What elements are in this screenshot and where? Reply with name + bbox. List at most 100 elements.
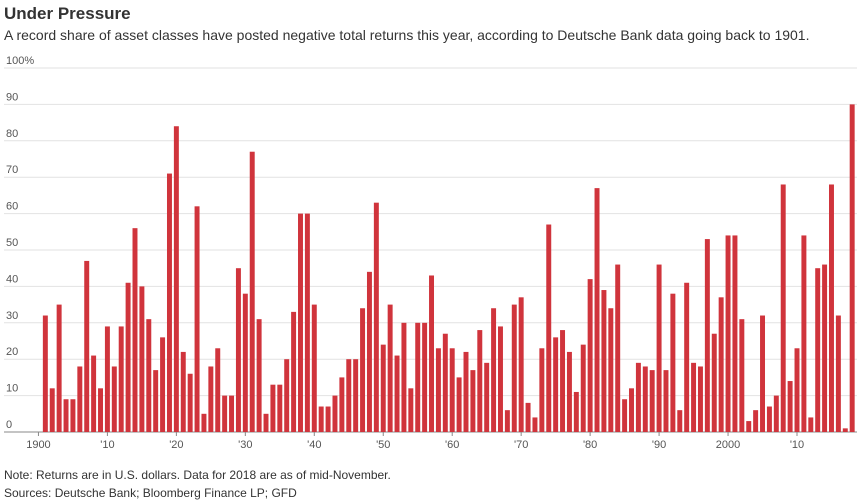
bar <box>111 366 117 432</box>
bar <box>442 333 448 432</box>
bar <box>463 351 469 432</box>
bar <box>511 304 517 432</box>
bar <box>160 337 166 432</box>
bar <box>794 348 800 432</box>
bar <box>573 391 579 432</box>
bar <box>484 362 490 432</box>
bar <box>249 151 255 432</box>
x-tick-label: '20 <box>169 439 183 451</box>
bar <box>318 406 324 432</box>
bar <box>291 311 297 432</box>
bar <box>580 344 586 432</box>
bar <box>849 104 855 433</box>
bar <box>553 337 559 432</box>
bar <box>270 384 276 432</box>
bar <box>91 355 97 432</box>
bar <box>766 406 772 432</box>
bar <box>539 348 545 432</box>
bar <box>422 322 428 432</box>
bar <box>429 275 435 432</box>
bar <box>201 413 207 432</box>
bar <box>325 406 331 432</box>
bar <box>601 290 607 432</box>
bar <box>173 126 179 433</box>
bar <box>746 421 752 432</box>
bar <box>146 319 152 432</box>
bar <box>339 377 345 432</box>
bar <box>166 173 172 432</box>
bar <box>187 373 193 432</box>
bar <box>125 282 131 432</box>
bar <box>180 351 186 432</box>
bar <box>470 370 476 432</box>
x-tick-label: '30 <box>238 439 252 451</box>
bar <box>815 268 821 432</box>
bar <box>353 359 359 432</box>
bar <box>215 348 221 432</box>
bar <box>435 348 441 432</box>
bar <box>208 366 214 432</box>
source: Sources: Deutsche Bank; Bloomberg Financ… <box>4 486 297 500</box>
bar <box>298 213 303 432</box>
y-tick-label: 40 <box>6 273 18 285</box>
bar <box>153 370 159 432</box>
bar <box>449 348 455 432</box>
bar <box>332 395 338 432</box>
bar <box>360 308 366 432</box>
bar <box>656 264 662 432</box>
bar <box>77 366 83 432</box>
note: Note: Returns are in U.S. dollars. Data … <box>4 468 391 482</box>
bar <box>635 362 641 432</box>
y-tick-label: 80 <box>6 128 18 140</box>
bar <box>739 319 745 432</box>
bar <box>808 417 814 432</box>
bar <box>829 184 834 432</box>
bar <box>649 370 655 432</box>
bar <box>222 395 228 432</box>
y-tick-label: 70 <box>6 164 18 176</box>
y-tick-label: 50 <box>6 237 18 249</box>
bar <box>229 395 235 432</box>
bar <box>491 308 497 432</box>
bar <box>787 381 793 432</box>
bar <box>394 355 400 432</box>
x-tick-label: '70 <box>514 439 528 451</box>
bar <box>566 351 572 432</box>
bar <box>642 366 648 432</box>
bar <box>622 399 628 432</box>
y-tick-label: 30 <box>6 310 18 322</box>
bar <box>98 388 103 432</box>
chart-subtitle: A record share of asset classes have pos… <box>4 27 810 43</box>
bar <box>780 184 786 432</box>
bar <box>373 202 379 432</box>
bar <box>104 326 110 432</box>
bar <box>753 410 759 432</box>
bar <box>615 264 621 432</box>
bar <box>70 399 76 432</box>
bar <box>732 235 738 432</box>
bar <box>822 264 828 432</box>
x-tick-label: '80 <box>583 439 597 451</box>
bar <box>263 413 269 432</box>
bar <box>704 239 710 432</box>
bar <box>608 308 614 432</box>
bar <box>504 410 510 432</box>
x-tick-label: '10 <box>100 439 114 451</box>
bar <box>242 293 248 432</box>
bar <box>118 326 124 432</box>
bar <box>711 333 717 432</box>
bar <box>49 388 55 432</box>
y-tick-label: 100% <box>6 55 34 67</box>
bar <box>408 388 414 432</box>
x-tick-label: '10 <box>790 439 804 451</box>
bar <box>677 410 683 432</box>
bar <box>477 330 483 432</box>
y-tick-label: 90 <box>6 91 18 103</box>
chart-title: Under Pressure <box>4 4 131 23</box>
bar <box>760 315 766 432</box>
bar <box>387 304 393 432</box>
bar <box>380 344 386 432</box>
bar <box>366 271 372 432</box>
bar <box>801 235 807 432</box>
